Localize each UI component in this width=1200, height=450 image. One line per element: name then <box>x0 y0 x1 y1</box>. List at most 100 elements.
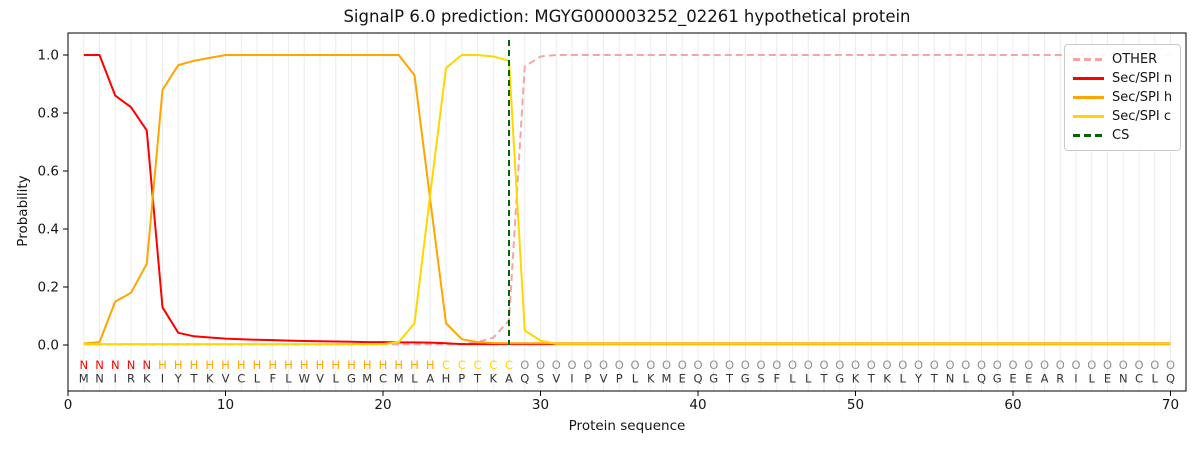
svg-text:I: I <box>570 372 573 386</box>
svg-text:O: O <box>756 358 765 372</box>
svg-text:N: N <box>79 358 88 372</box>
legend-label-sec-spi-n: Sec/SPI n <box>1112 71 1173 86</box>
svg-text:Y: Y <box>174 372 183 386</box>
svg-text:L: L <box>254 372 261 386</box>
svg-text:O: O <box>520 358 529 372</box>
svg-text:H: H <box>205 358 214 372</box>
svg-text:O: O <box>615 358 624 372</box>
svg-text:G: G <box>347 372 356 386</box>
svg-text:K: K <box>647 372 655 386</box>
svg-text:K: K <box>143 372 151 386</box>
svg-text:H: H <box>237 358 246 372</box>
svg-text:L: L <box>805 372 812 386</box>
svg-text:M: M <box>394 372 404 386</box>
svg-text:O: O <box>1166 358 1175 372</box>
svg-text:O: O <box>725 358 734 372</box>
legend-label-cs: CS <box>1112 128 1130 143</box>
svg-text:N: N <box>127 358 136 372</box>
svg-text:H: H <box>426 358 435 372</box>
svg-text:0.2: 0.2 <box>38 280 59 296</box>
legend-item-sec-spi-n: Sec/SPI n <box>1073 71 1172 86</box>
svg-text:L: L <box>900 372 907 386</box>
svg-text:K: K <box>206 372 214 386</box>
svg-text:Q: Q <box>1166 372 1175 386</box>
svg-text:O: O <box>1087 358 1096 372</box>
svg-text:O: O <box>882 358 891 372</box>
svg-text:Q: Q <box>977 372 986 386</box>
legend-label-sec-spi-h: Sec/SPI h <box>1112 90 1173 105</box>
svg-text:S: S <box>757 372 764 386</box>
svg-text:I: I <box>1074 372 1077 386</box>
svg-text:O: O <box>819 358 828 372</box>
svg-text:O: O <box>804 358 813 372</box>
legend-line-sec-spi-c-icon <box>1073 115 1104 118</box>
legend-item-cs: CS <box>1073 128 1172 143</box>
legend-line-cs-icon <box>1073 134 1104 137</box>
svg-text:P: P <box>616 372 623 386</box>
svg-text:O: O <box>662 358 671 372</box>
svg-text:O: O <box>709 358 718 372</box>
svg-text:Q: Q <box>520 372 529 386</box>
chart-title: SignalP 6.0 prediction: MGYG000003252_02… <box>343 7 911 26</box>
svg-text:C: C <box>458 358 466 372</box>
svg-text:C: C <box>442 358 450 372</box>
svg-text:R: R <box>127 372 135 386</box>
svg-text:H: H <box>410 358 419 372</box>
legend-label-sec-spi-c: Sec/SPI c <box>1112 109 1171 124</box>
svg-text:H: H <box>363 358 372 372</box>
y-axis-label: Probability <box>15 175 31 247</box>
svg-text:O: O <box>1134 358 1143 372</box>
legend-item-other: OTHER <box>1073 52 1172 67</box>
svg-text:O: O <box>567 358 576 372</box>
svg-text:H: H <box>300 358 309 372</box>
svg-text:70: 70 <box>1162 397 1179 413</box>
svg-text:L: L <box>632 372 639 386</box>
svg-text:0.6: 0.6 <box>38 164 59 180</box>
svg-text:L: L <box>1089 372 1096 386</box>
svg-text:O: O <box>693 358 702 372</box>
svg-text:1.0: 1.0 <box>38 48 59 64</box>
legend-label-other: OTHER <box>1112 52 1158 67</box>
svg-text:A: A <box>1041 372 1049 386</box>
svg-text:N: N <box>142 358 151 372</box>
svg-text:C: C <box>379 372 387 386</box>
svg-text:C: C <box>237 372 245 386</box>
svg-text:O: O <box>1150 358 1159 372</box>
svg-text:H: H <box>268 358 277 372</box>
svg-text:M: M <box>79 372 89 386</box>
svg-text:0.4: 0.4 <box>38 222 59 238</box>
svg-text:V: V <box>552 372 560 386</box>
svg-text:F: F <box>269 372 276 386</box>
svg-text:S: S <box>537 372 544 386</box>
svg-text:M: M <box>362 372 372 386</box>
svg-text:C: C <box>1135 372 1143 386</box>
svg-text:O: O <box>583 358 592 372</box>
svg-text:E: E <box>679 372 686 386</box>
svg-text:E: E <box>1104 372 1111 386</box>
svg-text:L: L <box>963 372 970 386</box>
svg-text:O: O <box>1040 358 1049 372</box>
svg-text:30: 30 <box>532 397 549 413</box>
svg-text:O: O <box>1119 358 1128 372</box>
svg-text:V: V <box>316 372 324 386</box>
svg-text:K: K <box>883 372 891 386</box>
legend-item-sec-spi-c: Sec/SPI c <box>1073 109 1172 124</box>
svg-text:O: O <box>898 358 907 372</box>
svg-text:N: N <box>946 372 955 386</box>
svg-text:O: O <box>599 358 608 372</box>
svg-text:H: H <box>253 358 262 372</box>
legend-line-sec-spi-h-icon <box>1073 96 1104 99</box>
svg-text:O: O <box>772 358 781 372</box>
svg-text:L: L <box>1152 372 1159 386</box>
svg-text:G: G <box>993 372 1002 386</box>
svg-text:G: G <box>709 372 718 386</box>
svg-text:H: H <box>442 372 451 386</box>
svg-text:60: 60 <box>1004 397 1021 413</box>
svg-text:50: 50 <box>847 397 864 413</box>
svg-text:0.8: 0.8 <box>38 106 59 122</box>
svg-text:T: T <box>819 372 828 386</box>
svg-text:H: H <box>284 358 293 372</box>
svg-text:O: O <box>630 358 639 372</box>
svg-text:O: O <box>741 358 750 372</box>
